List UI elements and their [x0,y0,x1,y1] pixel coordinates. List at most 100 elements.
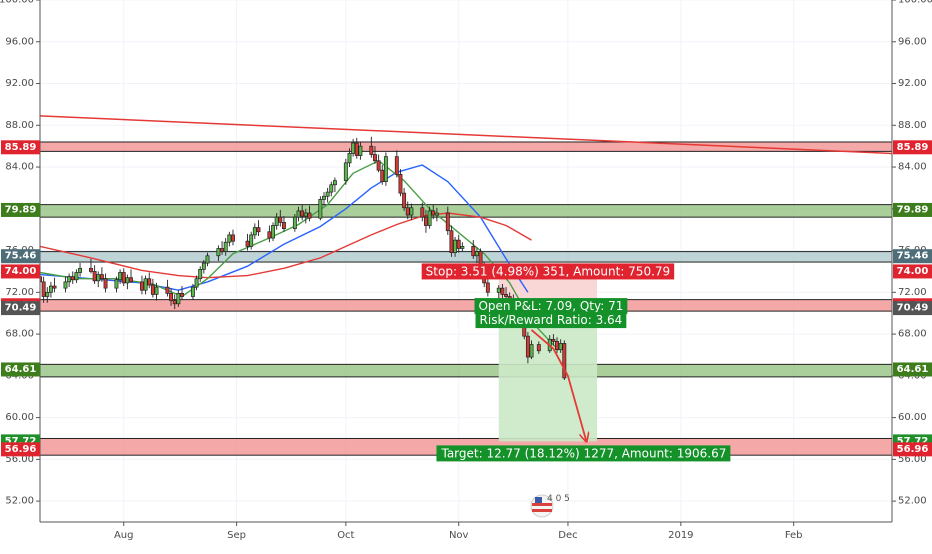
price-badge-bg [1,202,40,217]
candle [252,223,257,240]
zone-badge-left: 75.46 [1,249,40,264]
y-tick-label-right: 68.00 [898,329,927,340]
candles-layer [40,136,567,381]
price-badge-bg [893,442,932,457]
price-badge-bg [1,264,40,279]
candle-body [176,293,181,305]
candle-body [558,343,563,351]
zone-band [40,299,892,312]
candle [249,231,254,250]
candle [300,204,305,221]
candle [74,269,79,283]
candle-body [354,142,359,156]
candle [332,177,337,193]
zone-badge-right: 75.46 [893,249,932,264]
candle [354,137,359,159]
projection-arrow [530,329,587,441]
candle-body [121,272,126,284]
bottom-axis-bg [0,522,932,550]
projection-layer [530,329,587,441]
logo-stripe [532,509,552,512]
candle-body [78,267,83,273]
candle-body [431,210,436,216]
price-badge-bg [1,442,40,457]
candle [139,275,144,295]
candle [525,331,530,364]
candle [267,225,272,243]
candle-body [296,210,301,218]
candle [376,154,381,173]
price-badge-bg [1,301,40,316]
candle-body [143,278,148,291]
candle-body [67,276,72,283]
candle-body [245,240,250,247]
candle-body [343,162,348,181]
candle-body [453,239,458,253]
candle-body [125,277,130,284]
candle [223,238,228,256]
candle-body [281,222,286,229]
logo-layer: 4 0 5 [530,494,570,518]
candle [536,341,541,354]
price-badge-bg [893,249,932,264]
candle-body [165,286,170,294]
stop-label: Stop: 3.51 (4.98%) 351, Amount: 750.79 [421,263,675,280]
candle-body [474,251,479,257]
candle-body [118,272,123,281]
candle-body [427,210,432,226]
candle-body [536,344,541,352]
candle [373,146,377,164]
candle [114,276,119,293]
candle [383,152,388,186]
y-tick-label-left: 60.00 [5,412,34,423]
candle-body [347,153,352,164]
candle-body [205,255,210,264]
candle-body [307,212,312,219]
y-tick-label-right: 96.00 [898,36,927,47]
zone-band [40,204,892,218]
candle [281,216,286,232]
candle [67,273,72,288]
y-tick-label-left: 84.00 [5,162,34,173]
candle [380,164,385,185]
candle [194,275,199,291]
candle-body [402,192,407,209]
candle [409,203,414,221]
x-tick-label: Feb [785,530,803,541]
zone-band [40,363,892,378]
zone-badge-right: 79.89 [893,202,932,217]
candle [48,281,53,298]
candle-body [496,287,501,293]
x-tick-label: Oct [337,530,354,541]
y-tick-label-right: 60.00 [898,412,927,423]
y-tick-label-left: 72.00 [5,287,34,298]
price-badge-text: 79.89 [897,204,929,215]
candle [245,233,250,251]
candle [227,231,232,247]
candle [529,340,534,360]
candle [165,279,170,297]
candle-body [351,142,356,154]
candle-body [198,269,203,280]
candle [500,283,505,299]
candle-body [252,227,257,236]
candle [190,283,195,300]
candle [125,274,130,290]
candle-body [405,207,410,216]
x-tick-label: 2019 [668,530,693,541]
price-badge-text: 70.49 [5,303,37,314]
rr-label-text: Risk/Reward Ratio: 3.64 [480,313,623,327]
candle [358,141,363,160]
y-tick-label-left: 68.00 [5,329,34,340]
level-badge-left: 56.96 [1,442,40,457]
candle [427,206,432,229]
target-label-bg [436,445,731,462]
candle-body [147,278,152,286]
candle-body [172,300,177,305]
candle-body [555,341,559,351]
candle-body [96,274,101,282]
candle [52,277,57,293]
candle [216,245,221,261]
candle-body [500,287,505,295]
